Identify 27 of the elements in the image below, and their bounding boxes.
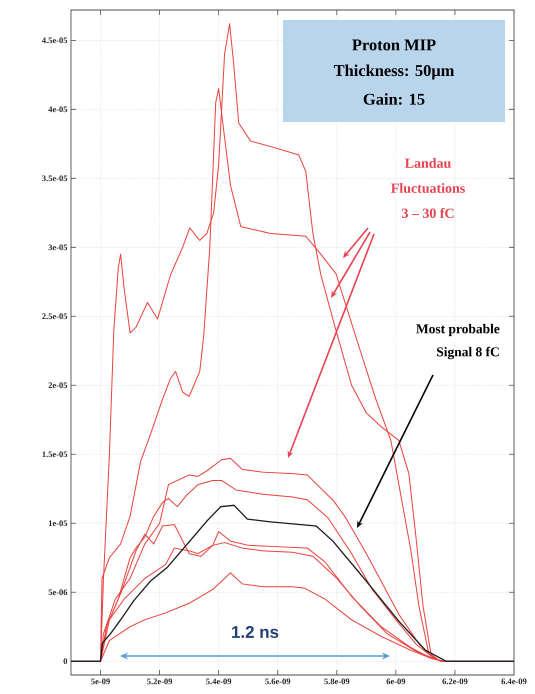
annotation: 3 – 30 fC [402,208,454,218]
annotation: Gain: 15 [364,93,424,105]
annotation: Landau [404,158,451,168]
annotation: Signal 8 fC [437,346,499,360]
y-tick-label: 0 [64,658,68,664]
annotation: Proton MIP [352,40,436,50]
y-tick-label: 2e-05 [48,382,68,388]
x-tick-label: 6e-09 [386,678,406,684]
x-tick-label: 5.8e-09 [324,678,350,684]
y-tick-label: 5e-06 [48,589,68,596]
y-tick-label: 4.5e-05 [42,37,68,44]
annotation: Most probable [416,324,500,336]
x-tick-label: 5e-09 [91,678,110,684]
y-tick-label: 4e-05 [48,106,68,112]
x-tick-label: 6.2e-09 [442,678,468,684]
y-tick-label: 1e-05 [48,520,68,526]
y-tick-label: 3e-05 [48,244,68,250]
x-tick-label: 6.4e-09 [501,678,527,684]
annotation: 1.2 ns [232,626,278,638]
annotation: Fluctuations [391,183,465,193]
y-tick-label: 2.5e-05 [42,313,68,320]
y-tick-label: 1.5e-05 [42,451,68,458]
x-tick-label: 5.6e-09 [265,678,290,684]
x-tick-label: 5.4e-09 [206,678,232,684]
x-tick-label: 5.2e-09 [147,678,172,684]
annotation: Thickness: 50μm [334,64,454,80]
y-tick-label: 3.5e-05 [42,175,68,182]
